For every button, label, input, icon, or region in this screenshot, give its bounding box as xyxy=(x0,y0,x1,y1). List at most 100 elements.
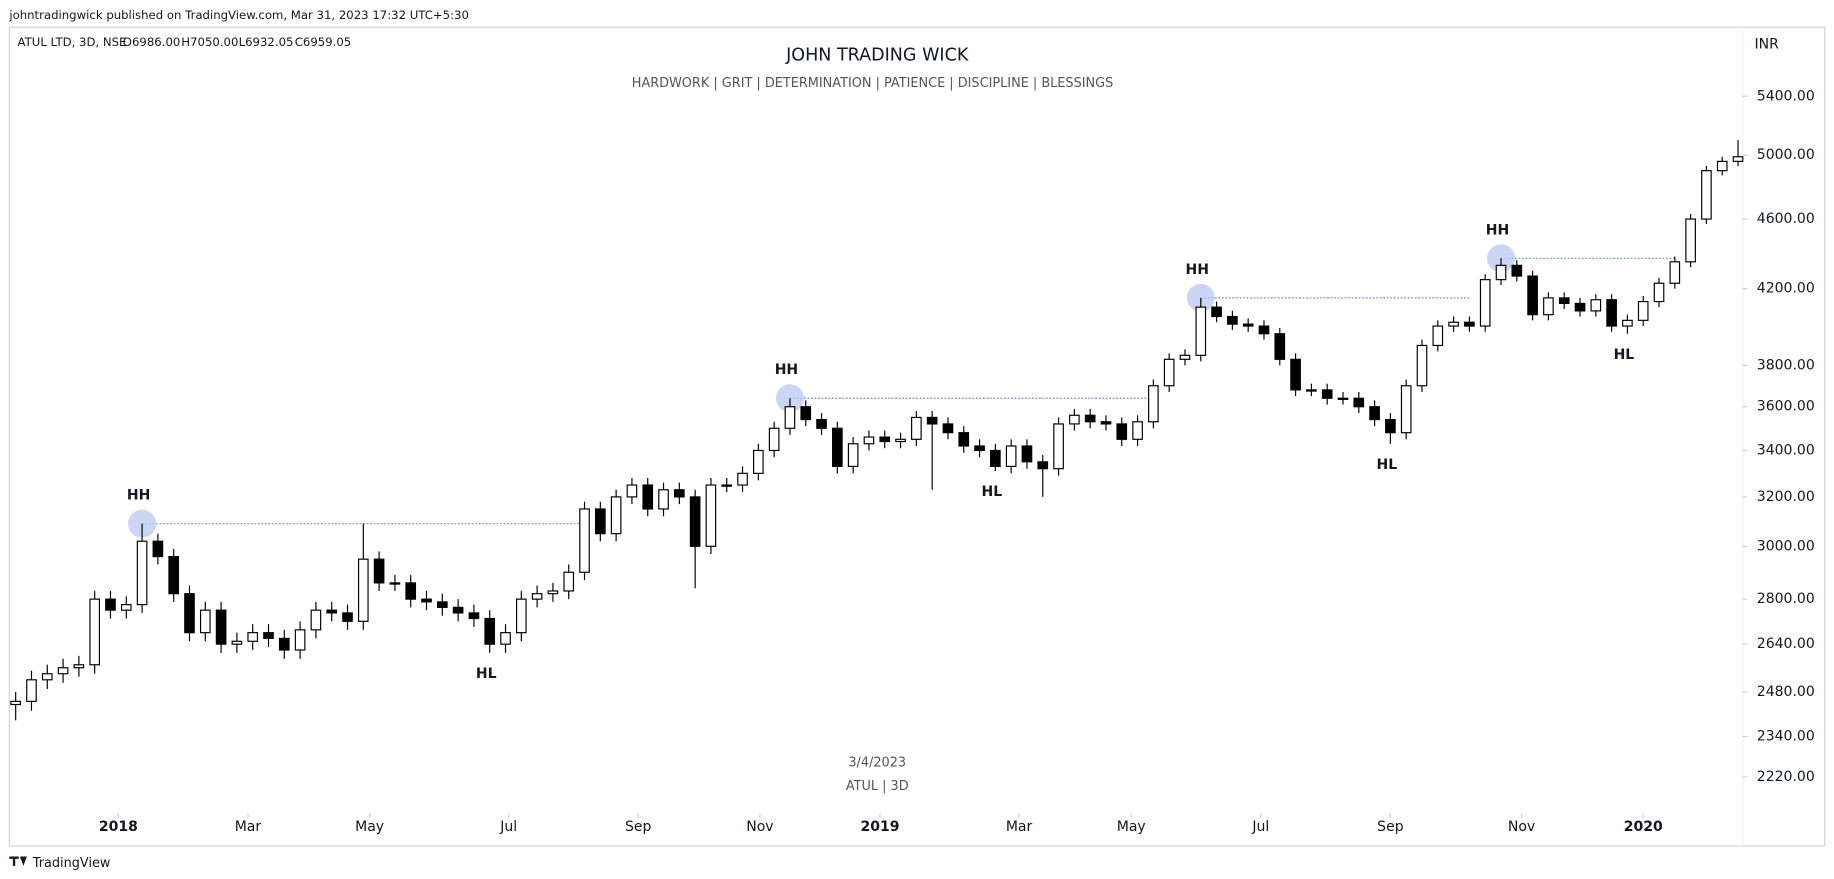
currency: INR xyxy=(1754,37,1779,53)
candle-body xyxy=(1100,421,1112,425)
candle-body xyxy=(942,423,954,434)
candle-body xyxy=(1053,423,1064,470)
x-tick-label: Sep xyxy=(625,819,652,835)
candle-body xyxy=(926,416,938,425)
x-tick-label: 2019 xyxy=(861,819,900,835)
candle-body xyxy=(1558,297,1570,305)
candle-body xyxy=(1511,264,1523,277)
x-tick-label: Nov xyxy=(746,819,773,835)
y-tick-label: 3600.00 xyxy=(1757,399,1815,415)
candle-body xyxy=(263,632,274,639)
candle-body xyxy=(1211,306,1222,318)
candle-body xyxy=(1685,218,1696,263)
candle-body xyxy=(1606,299,1617,327)
candle-body xyxy=(1416,344,1428,387)
candle-body xyxy=(105,598,116,611)
candle-body xyxy=(152,540,164,558)
y-tick-label: 4200.00 xyxy=(1757,281,1815,297)
candle-body xyxy=(294,629,306,651)
candle-body xyxy=(547,590,559,595)
candle-body xyxy=(1495,264,1507,281)
x-tick-label: Mar xyxy=(1006,819,1033,835)
candle-body xyxy=(579,508,590,573)
swing-circle xyxy=(1186,283,1215,312)
candle-body xyxy=(895,438,906,443)
candle-body xyxy=(500,632,511,645)
candle-body xyxy=(1369,406,1380,421)
candle-body xyxy=(784,406,796,429)
y-tick-label: 3200.00 xyxy=(1757,489,1815,505)
candle-body xyxy=(879,436,891,443)
swing-label: HH xyxy=(127,488,150,504)
candle-body xyxy=(753,449,764,474)
candle-body xyxy=(1037,461,1049,470)
candle-body xyxy=(847,443,859,467)
y-tick-label: 2480.00 xyxy=(1757,684,1815,700)
candle-body xyxy=(737,472,748,486)
candle-body xyxy=(26,679,37,702)
ohlc-close: C6959.05 xyxy=(295,35,352,49)
candle-body xyxy=(484,617,496,645)
watermark-date: 3/4/2023 xyxy=(848,755,906,770)
candle-body xyxy=(1669,261,1681,284)
tv-logo xyxy=(9,856,27,866)
swing-label: HL xyxy=(982,484,1003,500)
swing-label: HH xyxy=(1486,222,1509,238)
y-tick-label: 5000.00 xyxy=(1757,147,1815,163)
candle-body xyxy=(515,598,527,634)
candle-body xyxy=(610,496,622,535)
candle-body xyxy=(1385,419,1396,434)
swing-label: HH xyxy=(1186,262,1209,278)
candle-body xyxy=(1479,279,1491,327)
candle-body xyxy=(1353,397,1365,408)
candle-body xyxy=(1132,421,1143,440)
x-tick-label: Mar xyxy=(235,819,262,835)
candle-body xyxy=(1195,306,1207,356)
candle-body xyxy=(705,484,717,547)
candle-body xyxy=(357,558,369,622)
y-tick-label: 2800.00 xyxy=(1757,591,1815,607)
chart-frame xyxy=(8,26,1826,847)
candle-body xyxy=(184,593,195,634)
candle-body xyxy=(168,556,180,595)
ohlc-high: H7050.00 xyxy=(181,35,238,49)
candle-body xyxy=(1653,282,1665,303)
candle-body xyxy=(1622,319,1633,327)
symbol: ATUL LTD, 3D, NSE xyxy=(18,35,127,49)
candle-body xyxy=(990,449,1001,467)
candle-body xyxy=(911,416,922,440)
candle-body xyxy=(278,637,290,651)
candle-body xyxy=(41,673,53,681)
y-tick-label: 3000.00 xyxy=(1757,538,1815,554)
candle-body xyxy=(1464,321,1475,327)
x-tick-label: Jul xyxy=(1251,819,1269,835)
candle-body xyxy=(1005,445,1017,467)
x-tick-label: 2018 xyxy=(99,819,138,835)
candle-body xyxy=(326,609,338,614)
candle-body xyxy=(1448,321,1459,327)
candle-body xyxy=(1163,358,1175,387)
candle-body xyxy=(1716,160,1728,172)
candle-body xyxy=(199,609,211,634)
y-tick-label: 2340.00 xyxy=(1757,729,1815,745)
candle-body xyxy=(468,612,480,620)
candle-body xyxy=(863,436,875,445)
candle-body xyxy=(1290,358,1301,391)
y-tick-label: 3400.00 xyxy=(1757,442,1815,458)
candle-body xyxy=(1432,325,1444,347)
candle-body xyxy=(1148,385,1159,423)
publisher-line: johntradingwick published on TradingView… xyxy=(8,8,469,22)
candle-body xyxy=(1590,299,1602,312)
candle-body xyxy=(373,558,385,584)
candle-body xyxy=(1732,156,1744,162)
candle-body xyxy=(1242,323,1254,327)
candle-body xyxy=(563,571,575,592)
candle-body xyxy=(452,606,464,614)
candle-body xyxy=(89,598,101,666)
candle-body xyxy=(974,445,985,452)
watermark-symbol: ATUL | 3D xyxy=(846,779,909,794)
ohlc-open: O6986.00 xyxy=(123,35,181,49)
candle-body xyxy=(816,419,827,429)
candle-body xyxy=(1227,315,1238,325)
y-tick-label: 5400.00 xyxy=(1757,88,1815,104)
